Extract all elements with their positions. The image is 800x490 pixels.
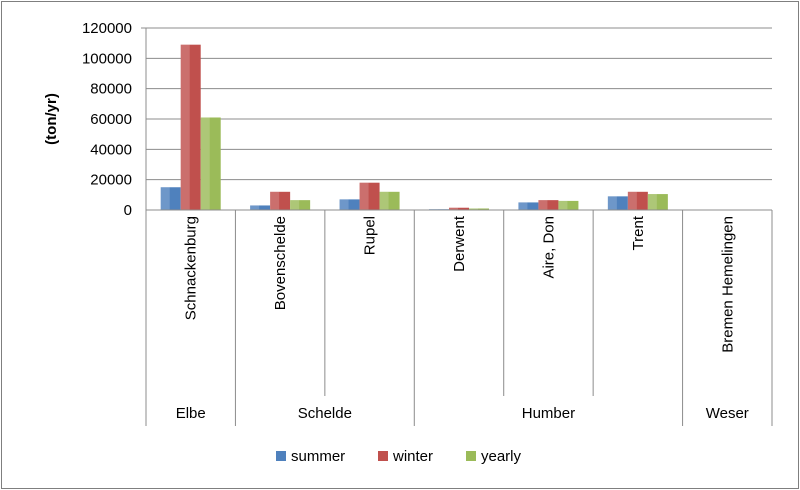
category-label: Schnackenburg: [183, 216, 200, 320]
category-labels: Schnackenburg Bovenschelde Rupel Derwent Air…: [183, 215, 737, 353]
legend-label: winter: [392, 448, 433, 465]
bar-summer: [339, 199, 360, 210]
category-label: Rupel: [362, 216, 379, 255]
category-label: Trent: [630, 215, 647, 250]
legend-label: yearly: [481, 448, 522, 465]
legend-swatch-yearly: [466, 451, 476, 461]
bar-summer: [250, 205, 271, 210]
legend-swatch-winter: [378, 451, 388, 461]
bar-summer: [607, 196, 628, 210]
bar-highlight: [200, 117, 210, 210]
bar-yearly: [290, 200, 311, 210]
gridlines: [146, 27, 772, 181]
bar-highlight: [469, 208, 478, 210]
bar-winter: [538, 200, 559, 210]
group-label: Humber: [522, 405, 575, 422]
y-tick-label: 40000: [90, 141, 132, 158]
bar-highlight: [160, 187, 170, 210]
bar-winter: [270, 191, 291, 210]
bar-winter: [180, 44, 201, 210]
bar-yearly: [558, 200, 579, 210]
bar-highlight: [290, 200, 300, 210]
bar-highlight: [339, 199, 349, 210]
bar-winter: [627, 191, 648, 210]
y-tick-label: 120000: [82, 20, 132, 37]
category-label: Bremen Hemelingen: [719, 216, 736, 353]
category-label: Bovenschelde: [272, 216, 289, 310]
category-label: Derwent: [451, 215, 468, 272]
bar-highlight: [449, 207, 458, 210]
bar-yearly: [379, 191, 400, 210]
category-label: Aire, Don: [540, 216, 557, 279]
axes: [141, 27, 773, 426]
bar-highlight: [627, 191, 637, 210]
y-tick-labels: 0 20000 40000 60000 80000 100000 120000: [82, 20, 132, 219]
group-labels: Elbe Schelde Humber Weser: [176, 405, 749, 422]
bar-winter: [359, 182, 380, 210]
bar-yearly: [200, 117, 221, 210]
bar-highlight: [558, 200, 568, 210]
bar-summer: [160, 187, 181, 210]
group-label: Elbe: [176, 405, 206, 422]
bar-highlight: [538, 200, 548, 210]
y-tick-label: 100000: [82, 50, 132, 67]
bar-highlight: [250, 205, 260, 210]
bar-highlight: [180, 44, 190, 210]
bar-highlight: [518, 202, 528, 210]
legend-label: summer: [291, 448, 345, 465]
bar-highlight: [647, 194, 657, 210]
bar-highlight: [270, 191, 280, 210]
y-tick-label: 60000: [90, 111, 132, 128]
bar-highlight: [379, 191, 389, 210]
legend: summer winter yearly: [276, 448, 522, 465]
group-label: Schelde: [298, 405, 352, 422]
bar-highlight: [607, 196, 617, 210]
bar-yearly: [469, 208, 489, 210]
y-tick-label: 0: [124, 202, 132, 219]
y-axis-label: (ton/yr): [43, 93, 60, 145]
group-label: Weser: [706, 405, 749, 422]
bars: [160, 44, 668, 210]
y-tick-label: 20000: [90, 172, 132, 189]
legend-swatch-summer: [276, 451, 286, 461]
bar-highlight: [359, 182, 369, 210]
y-tick-label: 80000: [90, 81, 132, 98]
bar-winter: [449, 207, 469, 210]
bar-summer: [518, 202, 539, 210]
bar-yearly: [647, 194, 668, 210]
